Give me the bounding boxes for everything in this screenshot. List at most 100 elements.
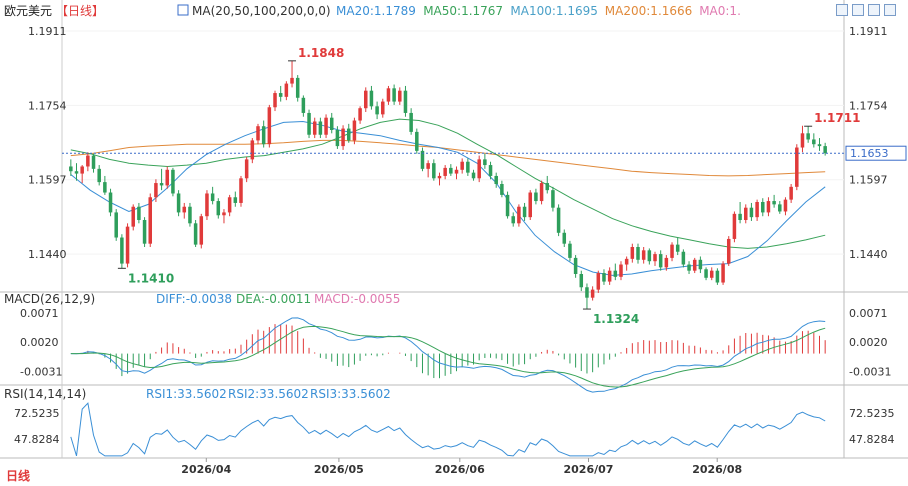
zoom-in-icon[interactable] xyxy=(852,4,864,16)
candle-body xyxy=(658,254,663,268)
macd-tick-left: 0.0071 xyxy=(20,307,59,320)
candle-body xyxy=(715,270,720,283)
candle-body xyxy=(205,193,209,217)
candle-body xyxy=(624,258,629,265)
candle-body xyxy=(670,244,674,258)
candle-body xyxy=(199,216,204,245)
candle-body xyxy=(766,201,771,213)
ma-value: MA100:1.1695 xyxy=(510,4,598,18)
candle-body xyxy=(273,93,277,108)
candle-body xyxy=(97,168,101,183)
candle-body xyxy=(562,232,567,244)
candle-body xyxy=(545,183,550,191)
candle-body xyxy=(681,251,686,265)
candle-body xyxy=(233,197,238,203)
candle-body xyxy=(636,247,640,260)
candle-body xyxy=(261,126,266,145)
macd-label: MACD(26,12,9) xyxy=(4,292,95,306)
candle-body xyxy=(301,97,306,113)
rsi2-value: RSI2:33.5602 xyxy=(228,387,309,401)
candle-body xyxy=(80,166,84,174)
candle-body xyxy=(568,243,572,258)
candle-body xyxy=(454,169,459,174)
candle-body xyxy=(318,121,323,135)
low-label-2: 1.1324 xyxy=(593,312,639,326)
candle-body xyxy=(596,273,601,290)
candle-body xyxy=(721,263,725,283)
ma-value: MA0:1. xyxy=(699,4,741,18)
ma-value: MA20:1.1789 xyxy=(336,4,416,18)
candle-body xyxy=(653,254,657,262)
crosshair-icon[interactable] xyxy=(836,4,848,16)
candle-body xyxy=(131,206,135,227)
candle-body xyxy=(188,206,192,224)
candle-body xyxy=(800,133,805,148)
candle-body xyxy=(449,167,453,174)
high-label-2: 1.1711 xyxy=(814,111,860,125)
x-axis-label: 2026/04 xyxy=(181,463,231,476)
candle-body xyxy=(278,93,283,97)
candle-body xyxy=(511,216,515,224)
candle-body xyxy=(74,171,79,174)
candle-body xyxy=(250,140,255,160)
price-tick-left: 1.1754 xyxy=(28,99,67,112)
candle-body xyxy=(142,220,147,244)
candle-body xyxy=(783,199,788,212)
candle-body xyxy=(483,159,487,166)
current-price-text: 1.1653 xyxy=(850,147,889,160)
candle-body xyxy=(795,147,799,187)
candle-body xyxy=(443,167,447,176)
rsi-label: RSI(14,14,14) xyxy=(4,387,86,401)
candle-body xyxy=(290,77,294,84)
candle-body xyxy=(613,270,618,277)
candle-body xyxy=(692,259,697,271)
candle-body xyxy=(148,197,152,244)
rsi-tick-right: 47.8284 xyxy=(849,433,895,446)
candle-body xyxy=(307,112,311,135)
candle-body xyxy=(488,165,493,176)
candle-body xyxy=(381,101,385,115)
candle-body xyxy=(369,90,374,107)
macd-diff: DIFF:-0.0038 xyxy=(156,292,232,306)
macd-tick-right: 0.0020 xyxy=(849,336,888,349)
zoom-out-icon[interactable] xyxy=(868,4,880,16)
rsi1-value: RSI1:33.5602 xyxy=(146,387,227,401)
candle-body xyxy=(358,108,362,121)
candle-body xyxy=(432,163,436,179)
candle-body xyxy=(267,107,272,145)
ma200-line xyxy=(70,139,826,177)
candle-body xyxy=(403,90,408,113)
candle-body xyxy=(732,213,737,239)
candle-body xyxy=(534,192,538,202)
candle-body xyxy=(494,175,498,184)
candle-body xyxy=(392,88,396,102)
candle-body xyxy=(619,264,623,277)
candle-body xyxy=(579,274,584,288)
candle-body xyxy=(415,131,419,151)
candle-body xyxy=(823,146,827,154)
candle-body xyxy=(500,184,504,195)
candle-body xyxy=(159,183,164,186)
macd-value: MACD:-0.0055 xyxy=(314,292,400,306)
candle-body xyxy=(165,169,170,186)
candle-body xyxy=(193,223,198,245)
macd-tick-left: -0.0031 xyxy=(20,365,62,378)
price-tick-left: 1.1597 xyxy=(28,174,67,187)
candle-body xyxy=(471,172,476,179)
candle-body xyxy=(324,117,328,135)
fullscreen-icon[interactable] xyxy=(884,4,896,16)
candle-body xyxy=(539,183,544,202)
candle-body xyxy=(585,287,589,298)
candle-body xyxy=(386,88,391,102)
candle-body xyxy=(210,193,215,202)
macd-tick-right: -0.0031 xyxy=(849,365,891,378)
current-price-badge xyxy=(845,145,907,161)
candle-body xyxy=(789,186,793,200)
candle-body xyxy=(556,207,561,233)
rsi-line xyxy=(70,402,826,457)
macd-diff-line xyxy=(70,317,826,393)
candle-body xyxy=(426,163,430,169)
candle-body xyxy=(176,193,181,213)
candle-body xyxy=(761,202,765,213)
